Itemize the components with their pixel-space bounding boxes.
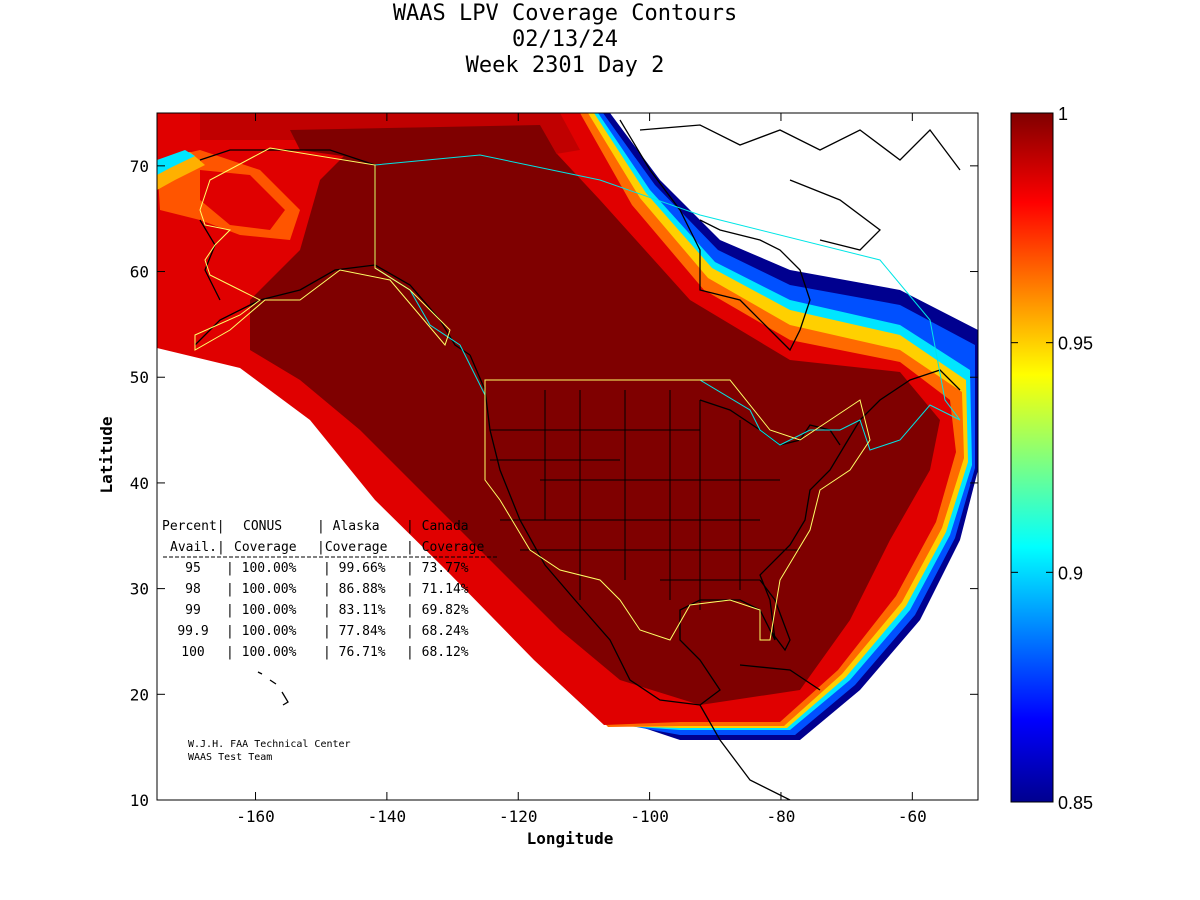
contour-alaska-inner	[200, 170, 285, 230]
state-borders	[490, 390, 800, 610]
service-boundaries	[194, 147, 961, 641]
y-tick-label: 60	[130, 263, 149, 282]
title-line-3: Week 2301 Day 2	[465, 53, 665, 78]
y-tick-label: 40	[130, 474, 149, 493]
table-cell-conus: | 100.00%	[226, 582, 297, 597]
state-lines	[490, 390, 800, 610]
title-line-2: 02/13/24	[512, 27, 618, 52]
table-cell-alaska: | 99.66%	[323, 561, 386, 576]
colorbar	[1010, 112, 1054, 803]
table-cell-conus: | 100.00%	[226, 624, 297, 639]
boundary-alaska-yellow	[194, 147, 451, 351]
table-cell-canada: | 69.82%	[406, 603, 469, 618]
x-tick-label: -160	[236, 807, 275, 826]
credit-line-1: W.J.H. FAA Technical Center	[188, 739, 351, 750]
table-header-alaska: | Alaska	[317, 519, 380, 534]
table-header-percent: Percent|	[162, 519, 225, 534]
table-cell-canada: | 68.12%	[406, 645, 469, 660]
coastline-central-america	[699, 664, 821, 800]
y-tick-label: 10	[130, 791, 149, 810]
table-cell-avail: 100	[181, 645, 204, 660]
table-cell-avail: 95	[185, 561, 201, 576]
table-rows: 95 | 100.00% | 99.66% | 73.77% 98 | 100.00% | …	[177, 561, 468, 660]
coastline-arctic	[639, 124, 961, 251]
x-tick-label: -140	[368, 807, 407, 826]
table-header-canada: | Canada	[406, 519, 469, 534]
x-axis-ticks: -160 -140 -120 -100 -80 -60	[236, 113, 927, 826]
table-subheader-alaska: |Coverage	[317, 540, 388, 555]
y-tick-label: 70	[130, 157, 149, 176]
table-subheader-canada: | Coverage	[406, 540, 484, 555]
table-cell-avail: 99.9	[177, 624, 208, 639]
table-cell-alaska: | 77.84%	[323, 624, 386, 639]
x-tick-label: -60	[898, 807, 927, 826]
coastline-florida	[759, 579, 791, 652]
colorbar-tick-label: 0.85	[1058, 793, 1093, 813]
boundary-canada-cyan	[374, 154, 961, 451]
y-tick-label: 20	[130, 685, 149, 704]
table-cell-conus: | 100.00%	[226, 561, 297, 576]
y-axis-ticks: 10 20 30 40 50 60 70	[130, 157, 978, 810]
y-tick-label: 50	[130, 368, 149, 387]
table-cell-avail: 99	[185, 603, 201, 618]
plot-frame	[156, 112, 979, 801]
boundary-conus-yellow	[484, 379, 871, 641]
x-tick-label: -120	[499, 807, 538, 826]
table-cell-avail: 98	[185, 582, 201, 597]
coastlines	[194, 119, 961, 800]
contour-alaska-cyan	[157, 150, 195, 175]
table-header-conus: CONUS	[243, 519, 282, 534]
coastline-hawaii	[257, 671, 289, 706]
table-cell-conus: | 100.00%	[226, 603, 297, 618]
y-tick-label: 30	[130, 580, 149, 599]
x-tick-label: -80	[767, 807, 796, 826]
x-tick-label: -100	[630, 807, 669, 826]
contour-north-core	[290, 125, 560, 165]
table-cell-canada: | 71.14%	[406, 582, 469, 597]
table-cell-alaska: | 76.71%	[323, 645, 386, 660]
coverage-table: Percent| CONUS | Alaska | Canada Avail.|…	[162, 519, 498, 660]
table-cell-canada: | 68.24%	[406, 624, 469, 639]
table-cell-canada: | 73.77%	[406, 561, 469, 576]
x-axis-label: Longitude	[527, 829, 614, 848]
table-cell-alaska: | 83.11%	[323, 603, 386, 618]
colorbar-tick-label: 0.9	[1058, 563, 1083, 583]
coastline-great-lakes	[699, 399, 841, 446]
colorbar-tick-label: 0.95	[1058, 334, 1093, 354]
colorbar-tick-label: 1	[1058, 104, 1068, 124]
colorbar-ticks: 0.85 0.9 0.95 1	[1011, 104, 1093, 813]
credit-line-2: WAAS Test Team	[188, 752, 272, 763]
title-line-1: WAAS LPV Coverage Contours	[392, 1, 738, 26]
table-cell-conus: | 100.00%	[226, 645, 297, 660]
coastline-hudson	[619, 119, 811, 352]
table-cell-alaska: | 86.88%	[323, 582, 386, 597]
y-axis-label: Latitude	[97, 416, 116, 493]
table-subheader-avail: Avail.|	[170, 540, 225, 555]
table-subheader-conus: Coverage	[234, 540, 297, 555]
contour-core	[250, 125, 940, 705]
